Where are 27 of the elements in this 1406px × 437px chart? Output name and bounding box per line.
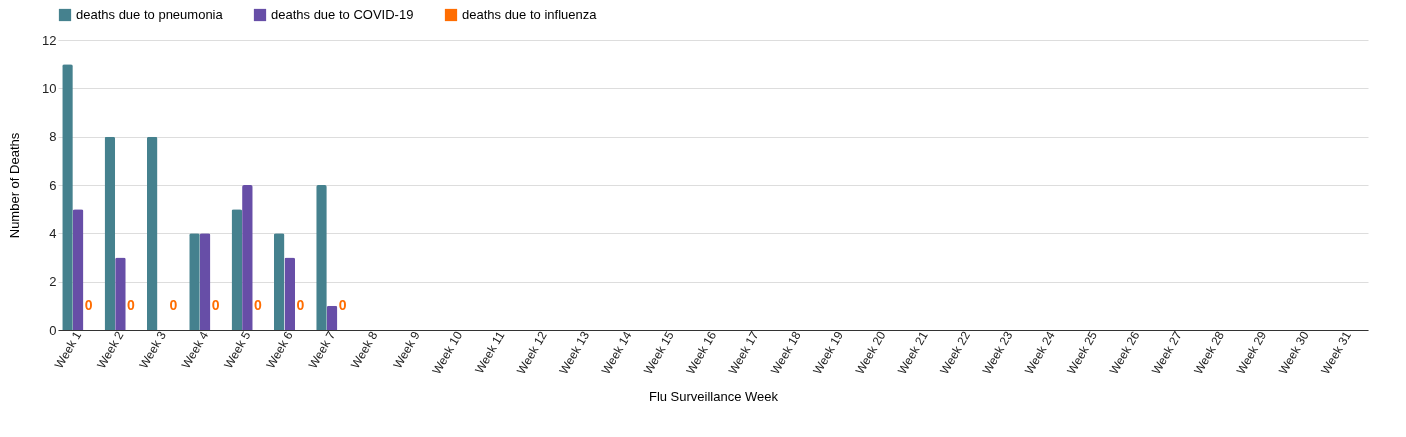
data-label: 0 (338, 297, 347, 313)
bar (72, 209, 84, 330)
data-label: 0 (127, 297, 136, 313)
y-tick-label: 4 (49, 225, 57, 241)
data-label: 0 (211, 297, 220, 313)
data-label: 0 (296, 297, 305, 313)
y-tick-label: 6 (49, 177, 57, 193)
bar (104, 136, 116, 330)
data-label: 0 (84, 297, 93, 313)
y-tick-label: 0 (49, 322, 57, 338)
legend-label: deaths due to pneumonia (76, 7, 224, 22)
bar (326, 305, 338, 330)
data-label: 0 (169, 297, 178, 313)
bar (146, 136, 158, 330)
y-tick-label: 8 (49, 129, 57, 145)
y-axis-title: Number of Deaths (7, 132, 23, 239)
y-tick-label: 2 (49, 274, 57, 290)
legend-label: deaths due to COVID-19 (271, 7, 414, 22)
legend-label: deaths due to influenza (462, 7, 598, 22)
bar (231, 209, 243, 330)
bar (199, 233, 211, 330)
bar (273, 233, 285, 330)
data-label: 0 (254, 297, 263, 313)
x-axis-title: Flu Surveillance Week (648, 389, 779, 405)
y-tick-label: 12 (42, 32, 57, 48)
y-tick-label: 10 (42, 80, 57, 96)
bar (284, 257, 296, 330)
